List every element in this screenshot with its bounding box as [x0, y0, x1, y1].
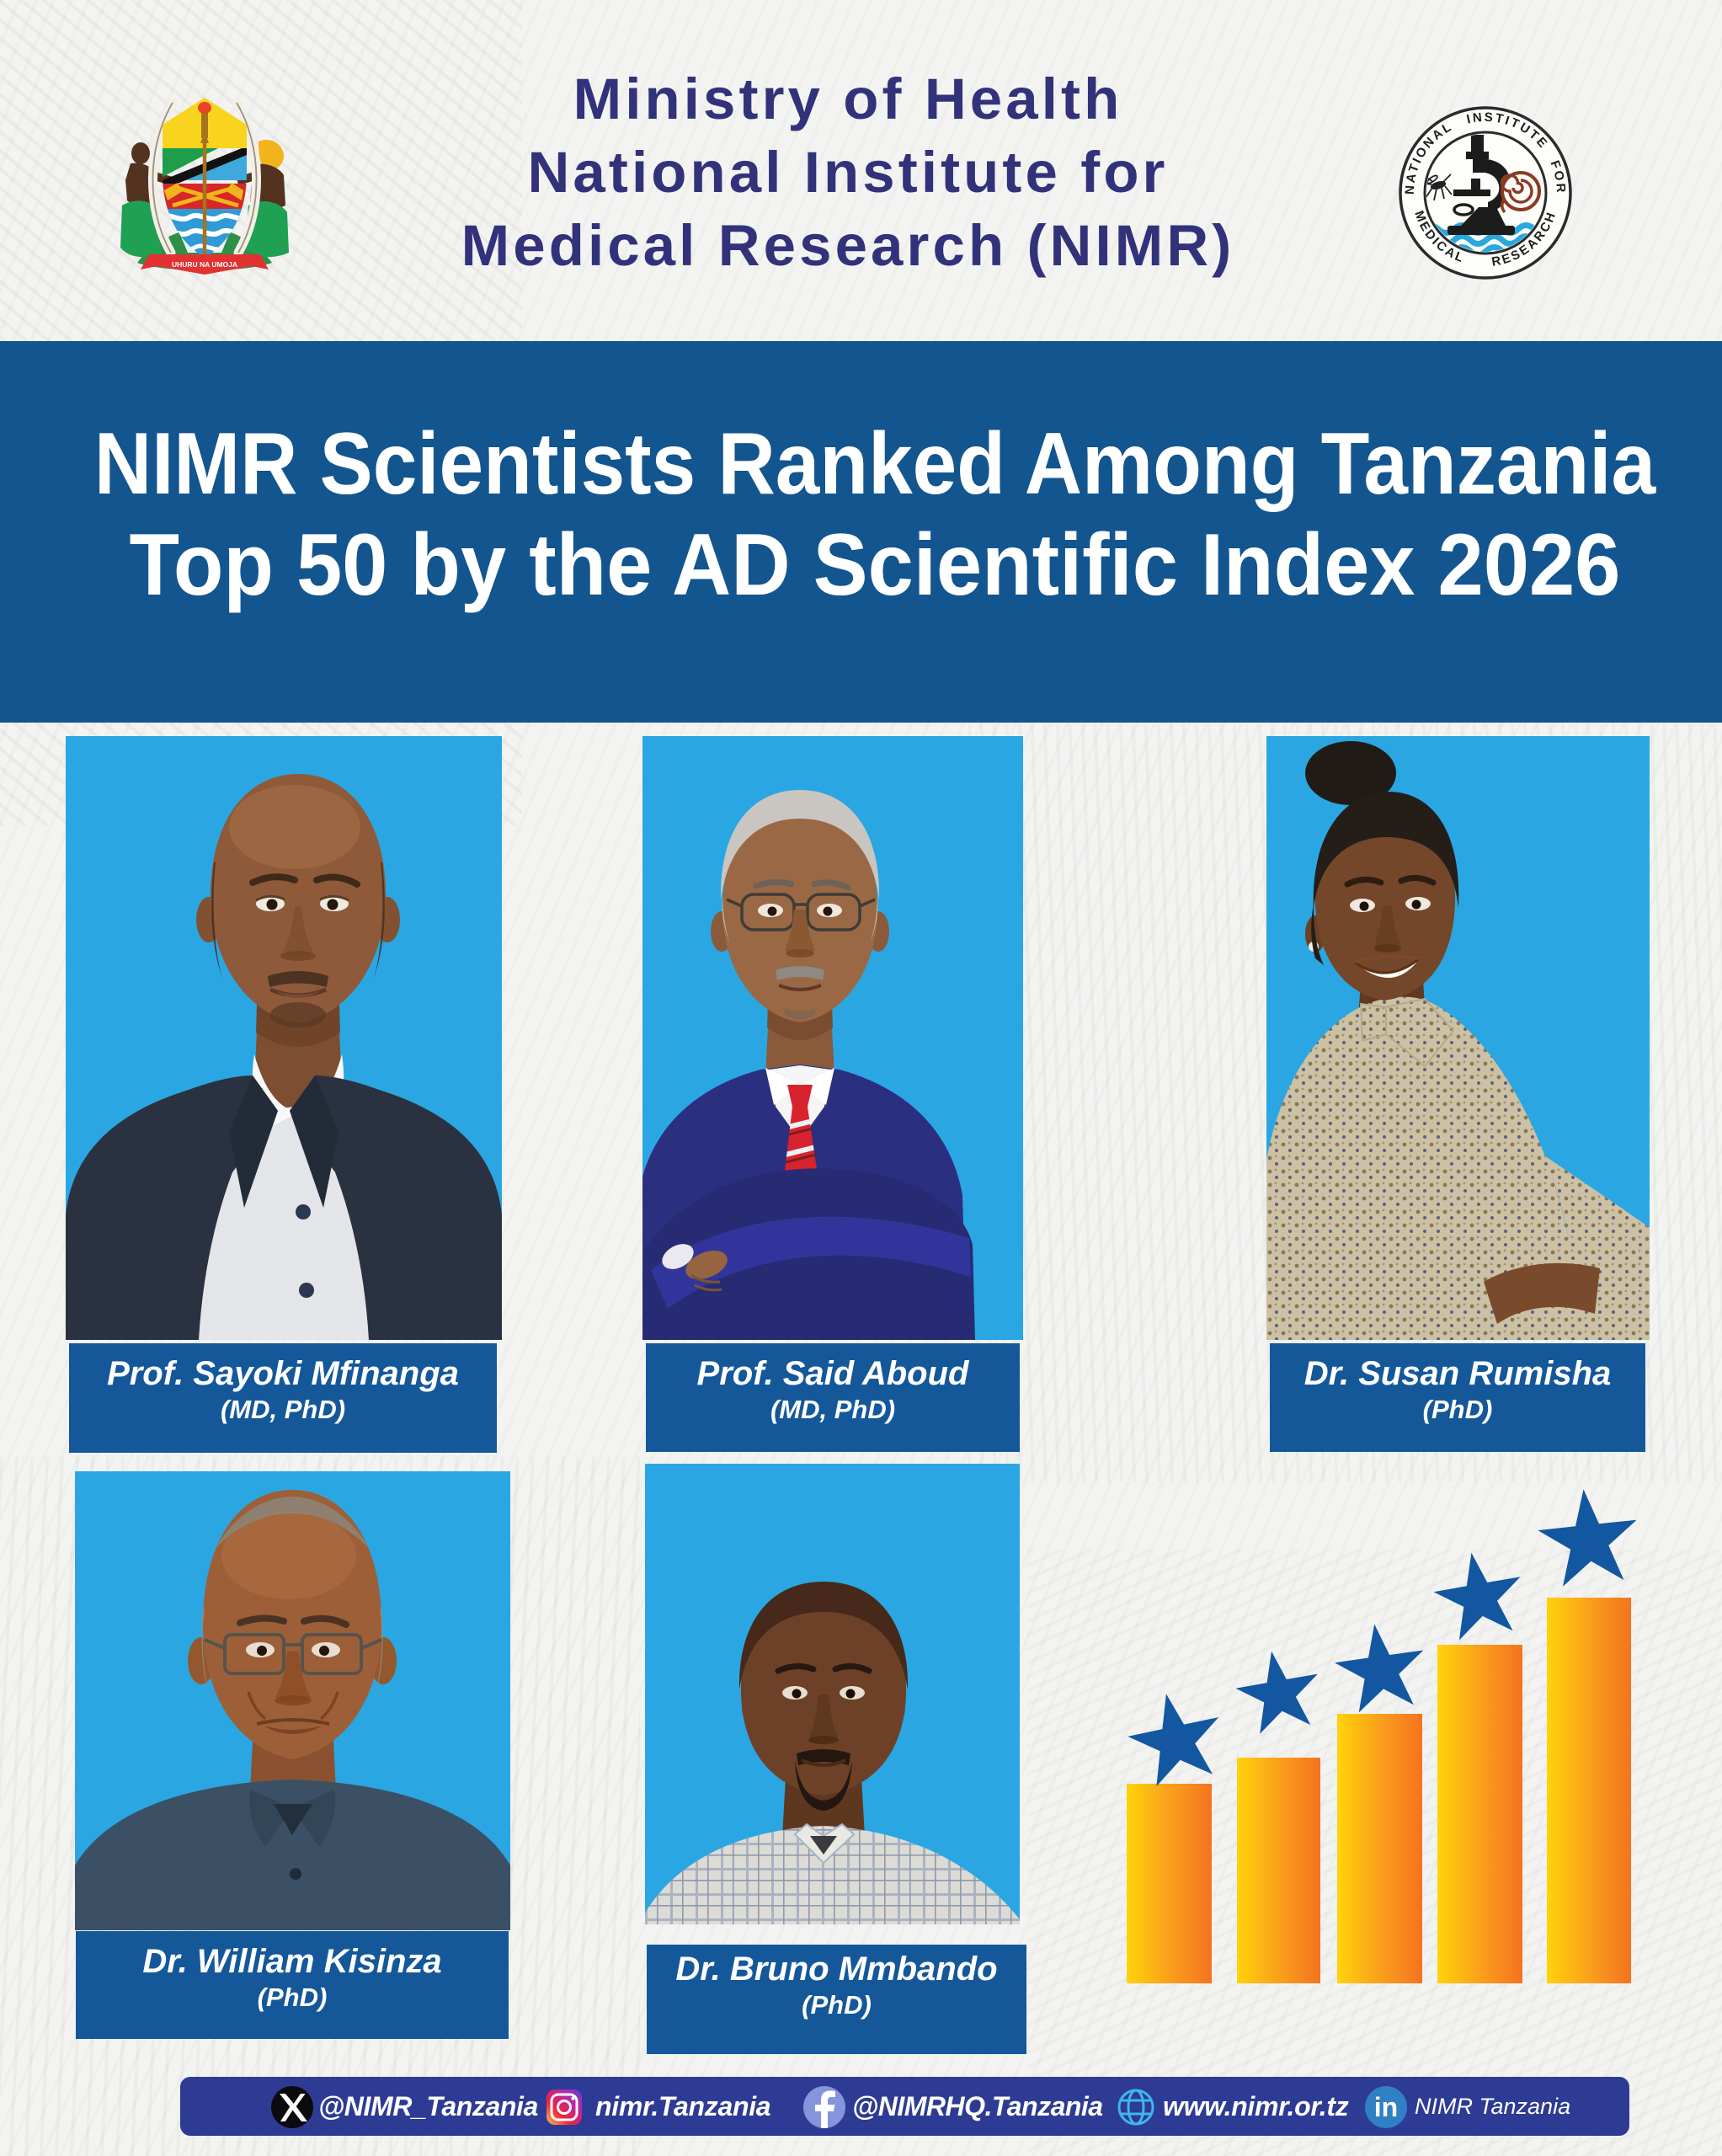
- svg-text:in: in: [1374, 2092, 1398, 2122]
- svg-text:UHURU NA UMOJA: UHURU NA UMOJA: [172, 260, 237, 269]
